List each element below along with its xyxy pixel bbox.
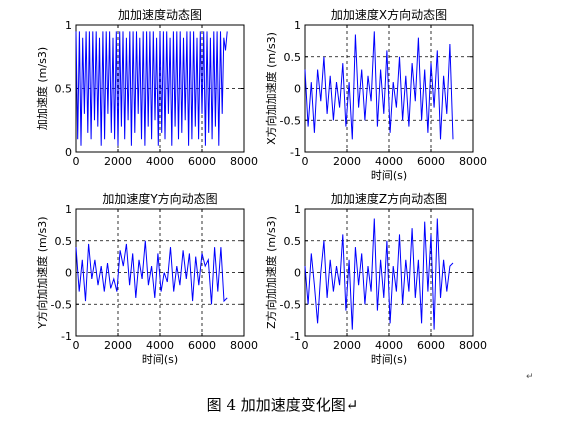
x-tick-label: 0 bbox=[73, 155, 80, 168]
chart-panel-3: 0 2000 4000 6000 8000 -1 -0.5 0 0.5 1 加加速度Y方向动态图时间… bbox=[35, 191, 258, 366]
x-tick-label: 2000 bbox=[333, 339, 361, 352]
x-tick-label: 6000 bbox=[188, 339, 216, 352]
y-tick-label: 0 bbox=[65, 267, 72, 280]
y-tick-label: 0.5 bbox=[284, 235, 302, 248]
chart-title: 加加速度动态图 bbox=[118, 7, 202, 22]
y-tick-label: -0.5 bbox=[51, 298, 72, 311]
series-line-1 bbox=[75, 31, 228, 146]
x-tick-label: 4000 bbox=[375, 155, 403, 168]
y-tick-label: 1 bbox=[65, 203, 72, 216]
x-tick-label: 2000 bbox=[104, 339, 132, 352]
y-axis-label: 加加速度 (m/s3) bbox=[35, 47, 49, 130]
x-tick-label: 0 bbox=[302, 155, 309, 168]
y-tick-label: 0.5 bbox=[55, 83, 73, 96]
y-tick-label: 1 bbox=[65, 19, 72, 32]
paragraph-mark: ↵ bbox=[526, 372, 534, 382]
x-tick-label: 8000 bbox=[459, 155, 487, 168]
x-axis-label: 时间(s) bbox=[371, 353, 407, 366]
x-tick-label: 6000 bbox=[417, 155, 445, 168]
x-tick-label: 4000 bbox=[146, 155, 174, 168]
x-tick-label: 0 bbox=[73, 339, 80, 352]
y-tick-label: -1 bbox=[290, 146, 301, 159]
x-tick-label: 6000 bbox=[188, 155, 216, 168]
x-tick-label: 2000 bbox=[333, 155, 361, 168]
chart-title: 加加速度Z方向动态图 bbox=[331, 191, 447, 206]
x-tick-label: 8000 bbox=[230, 339, 258, 352]
y-tick-label: 0.5 bbox=[55, 235, 73, 248]
series-line-1 bbox=[75, 240, 228, 305]
y-axis-label: Z方向加加速度 (m/s3) bbox=[264, 216, 278, 329]
y-tick-label: -1 bbox=[290, 330, 301, 343]
chart-title: 加加速度X方向动态图 bbox=[331, 7, 447, 22]
y-tick-label: 0 bbox=[294, 267, 301, 280]
chart-panel-4: 0 2000 4000 6000 8000 -1 -0.5 0 0.5 1 加加速度Z方向动态图时间… bbox=[264, 191, 487, 366]
y-tick-label: 1 bbox=[294, 19, 301, 32]
x-tick-label: 8000 bbox=[230, 155, 258, 168]
x-tick-label: 6000 bbox=[417, 339, 445, 352]
figure-caption: 图 4 加加速度变化图↵ bbox=[206, 396, 359, 414]
y-tick-label: -1 bbox=[61, 330, 72, 343]
y-tick-label: 1 bbox=[294, 203, 301, 216]
series-line-1 bbox=[304, 31, 454, 140]
x-tick-label: 4000 bbox=[146, 339, 174, 352]
y-tick-label: 0 bbox=[65, 146, 72, 159]
x-tick-label: 4000 bbox=[375, 339, 403, 352]
y-tick-label: 0.5 bbox=[284, 51, 302, 64]
y-axis-label: Y方向加加速度 (m/s3) bbox=[35, 217, 49, 330]
x-axis-label: 时间(s) bbox=[371, 169, 407, 182]
chart-title: 加加速度Y方向动态图 bbox=[102, 191, 217, 206]
x-tick-label: 0 bbox=[302, 339, 309, 352]
series-line-1 bbox=[304, 218, 454, 330]
x-tick-label: 8000 bbox=[459, 339, 487, 352]
x-axis-label: 时间(s) bbox=[142, 353, 178, 366]
y-axis-label: X方向加加速度 (m/s3) bbox=[264, 32, 278, 145]
y-tick-label: 0 bbox=[294, 83, 301, 96]
y-tick-label: -0.5 bbox=[280, 298, 301, 311]
x-tick-label: 2000 bbox=[104, 155, 132, 168]
chart-panel-2: 0 2000 4000 6000 8000 -1 -0.5 0 0.5 1 加加速度X方向动态图时间… bbox=[264, 7, 487, 182]
y-tick-label: -0.5 bbox=[280, 114, 301, 127]
